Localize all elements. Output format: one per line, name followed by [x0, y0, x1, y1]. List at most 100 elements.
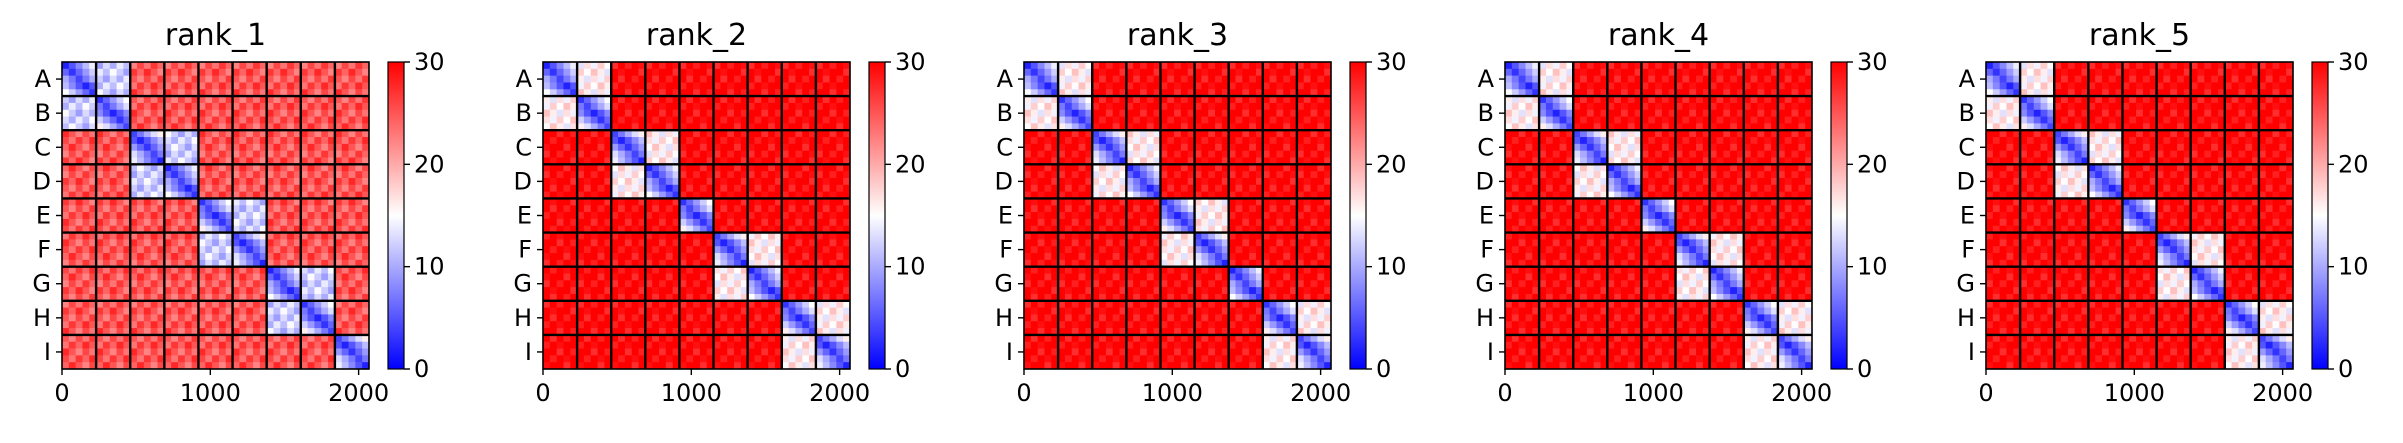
heatmap-cell [700, 205, 707, 212]
heatmap-cell [349, 239, 356, 246]
heatmap-cell [349, 178, 356, 185]
heatmap-cell [144, 280, 151, 287]
heatmap-cell [117, 308, 124, 315]
heatmap-cell [768, 151, 775, 158]
heatmap-cell [280, 171, 287, 178]
heatmap-cell [598, 69, 605, 76]
heatmap-cell [543, 239, 550, 246]
heatmap-cell [720, 273, 727, 280]
heatmap-cell [693, 76, 700, 83]
heatmap-cell [625, 151, 632, 158]
heatmap-cell [598, 355, 605, 362]
heatmap-cell [205, 349, 212, 356]
heatmap-cell [1113, 82, 1120, 89]
heatmap-cell [239, 178, 246, 185]
heatmap-cell [1181, 62, 1188, 69]
heatmap-cell [1072, 69, 1079, 76]
heatmap-cell [314, 349, 321, 356]
heatmap-cell [239, 103, 246, 110]
colorbar [869, 62, 885, 369]
heatmap-cell [686, 151, 693, 158]
heatmap-cell [287, 103, 294, 110]
heatmap-cell [103, 273, 110, 280]
heatmap-cell [727, 287, 734, 294]
heatmap-cell [700, 246, 707, 253]
heatmap-cell [253, 144, 260, 151]
heatmap-cell [727, 308, 734, 315]
heatmap-cell [69, 137, 76, 144]
heatmap-cell [720, 219, 727, 226]
heatmap-cell [178, 321, 185, 328]
heatmap-cell [82, 76, 89, 83]
heatmap-cell [625, 342, 632, 349]
heatmap-cell [82, 253, 89, 260]
heatmap-cell [789, 246, 796, 253]
heatmap-cell [219, 178, 226, 185]
heatmap-cell [795, 110, 802, 117]
heatmap-cell [76, 144, 83, 151]
heatmap-cell [1024, 110, 1031, 117]
heatmap-cell [355, 219, 362, 226]
heatmap-cell [693, 239, 700, 246]
heatmap-cell [69, 185, 76, 192]
heatmap-cell [273, 308, 280, 315]
heatmap-cell [355, 144, 362, 151]
heatmap-cell [273, 103, 280, 110]
heatmap-cell [1140, 76, 1147, 83]
heatmap-cell [598, 273, 605, 280]
heatmap-cell [1079, 151, 1086, 158]
heatmap-cell [69, 253, 76, 260]
heatmap-cell [1215, 76, 1222, 83]
heatmap-cell [768, 178, 775, 185]
y-tick-label: F [518, 236, 532, 264]
heatmap-cell [700, 171, 707, 178]
heatmap-cell [795, 205, 802, 212]
heatmap-cell [652, 185, 659, 192]
heatmap-cell [700, 137, 707, 144]
heatmap-cell [1215, 103, 1222, 110]
y-tick-label: C [34, 133, 51, 161]
heatmap-cell [239, 117, 246, 124]
heatmap-cell [720, 246, 727, 253]
heatmap-cell [1270, 62, 1277, 69]
colorbar-tick-label: 30 [414, 48, 445, 76]
heatmap-cell [69, 117, 76, 124]
heatmap-cell [110, 205, 117, 212]
heatmap-cell [62, 103, 69, 110]
heatmap-cell [618, 178, 625, 185]
heatmap-cell [253, 205, 260, 212]
heatmap-cell [1311, 117, 1318, 124]
heatmap-cell [1024, 151, 1031, 158]
heatmap-cell [1215, 171, 1222, 178]
heatmap-cell [823, 253, 830, 260]
heatmap-cell [768, 246, 775, 253]
heatmap-cell [761, 82, 768, 89]
heatmap-cell [287, 280, 294, 287]
heatmap-cell [823, 308, 830, 315]
heatmap-cell [151, 321, 158, 328]
heatmap-cell [205, 287, 212, 294]
heatmap-cell [110, 144, 117, 151]
heatmap-cell [219, 212, 226, 219]
heatmap-cell [349, 287, 356, 294]
heatmap-cell [686, 62, 693, 69]
heatmap-cell [659, 212, 666, 219]
heatmap-cell [1133, 137, 1140, 144]
heatmap-cell [342, 69, 349, 76]
heatmap-cell [185, 342, 192, 349]
heatmap-cell [171, 82, 178, 89]
heatmap-cell [1201, 178, 1208, 185]
heatmap-cell [693, 69, 700, 76]
heatmap-cell [563, 171, 570, 178]
heatmap-cell [185, 144, 192, 151]
heatmap-cell [321, 205, 328, 212]
heatmap-cell [1147, 103, 1154, 110]
heatmap-cell [543, 219, 550, 226]
heatmap-cell [205, 117, 212, 124]
heatmap-cell [727, 117, 734, 124]
heatmap-cell [550, 171, 557, 178]
heatmap-cell [1235, 76, 1242, 83]
heatmap-cell [273, 144, 280, 151]
heatmap-cell [666, 76, 673, 83]
